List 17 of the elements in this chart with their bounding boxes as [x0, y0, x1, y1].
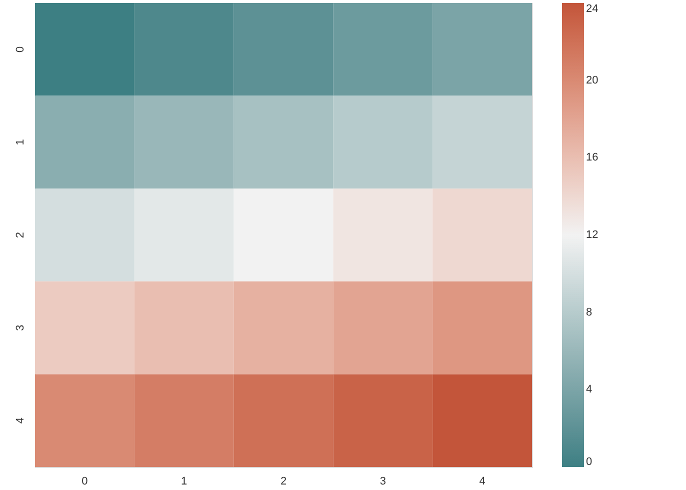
x-tick-label: 4 — [479, 476, 486, 488]
y-tick-label: 3 — [14, 324, 26, 331]
color-bar-label: 12 — [586, 229, 598, 241]
color-bar-label: 0 — [586, 456, 592, 468]
color-bar-label: 4 — [586, 384, 592, 396]
x-tick-label: 1 — [181, 476, 188, 488]
y-tick-label: 2 — [14, 232, 26, 238]
x-tick-label: 0 — [82, 476, 88, 488]
x-tick-label: 3 — [380, 476, 386, 488]
y-tick-label: 4 — [14, 418, 26, 424]
color-bar-label: 24 — [586, 3, 598, 15]
y-tick-label: 0 — [14, 46, 26, 52]
color-bar-label: 20 — [586, 74, 598, 86]
color-bar-label: 8 — [586, 306, 592, 318]
y-tick-label: 1 — [14, 139, 26, 146]
x-tick-label: 2 — [280, 476, 287, 488]
color-bar-label: 16 — [586, 152, 598, 164]
